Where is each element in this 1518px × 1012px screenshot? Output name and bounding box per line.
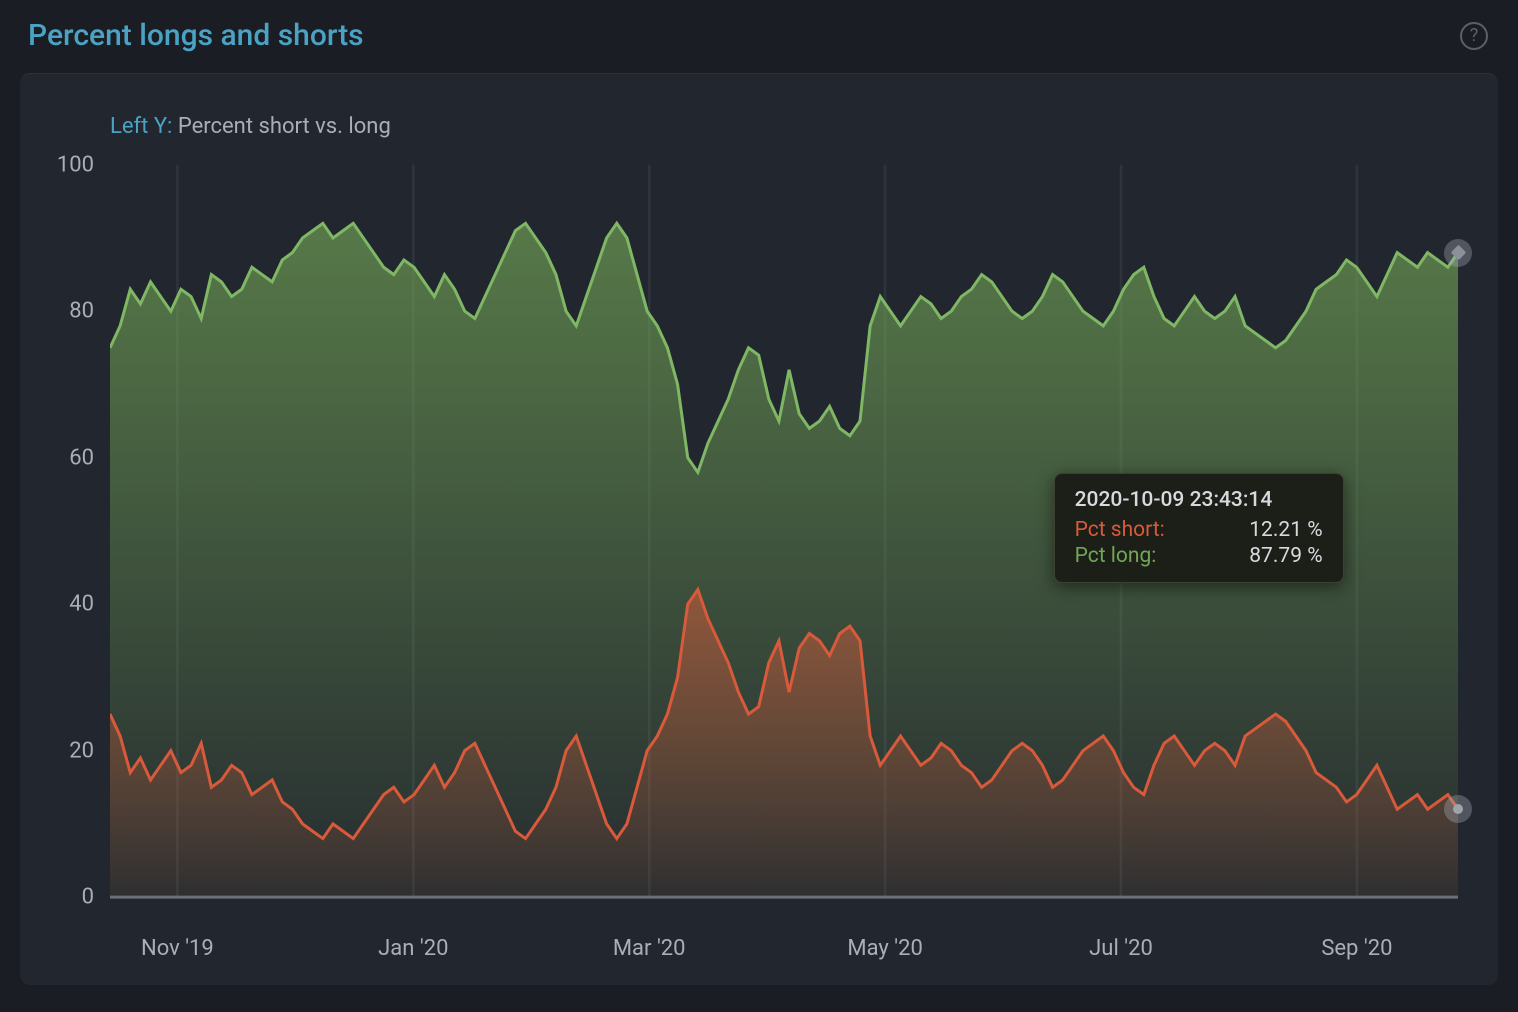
help-icon[interactable]: ? <box>1460 22 1488 50</box>
series-end-marker-long[interactable] <box>1444 239 1472 267</box>
series-end-marker-short[interactable] <box>1444 795 1472 823</box>
tooltip-value: 12.21 % <box>1249 518 1322 542</box>
legend-left-y-desc: Percent short vs. long <box>178 114 391 139</box>
tooltip-value: 87.79 % <box>1249 544 1322 568</box>
x-tick-label: Jan '20 <box>378 936 448 961</box>
tooltip-datetime: 2020-10-09 23:43:14 <box>1075 488 1323 512</box>
tooltip-key: Pct long: <box>1075 544 1157 568</box>
x-tick-label: May '20 <box>847 936 922 961</box>
panel-title: Percent longs and shorts <box>28 18 364 53</box>
x-axis-labels: Nov '19 Jan '20 Mar '20 May '20 Jul '20 Sep '… <box>110 936 1458 966</box>
y-tick-label: 0 <box>34 885 94 910</box>
chart-tooltip: 2020-10-09 23:43:14 Pct short:12.21 %Pct… <box>1054 473 1344 583</box>
y-tick-label: 20 <box>34 738 94 763</box>
tooltip-key: Pct short: <box>1075 518 1165 542</box>
y-tick-label: 100 <box>34 152 94 177</box>
y-tick-label: 40 <box>34 592 94 617</box>
y-tick-label: 80 <box>34 299 94 324</box>
x-tick-label: Sep '20 <box>1321 936 1392 961</box>
legend-left-y-label: Left Y: <box>110 114 172 139</box>
x-tick-label: Mar '20 <box>613 936 686 961</box>
plot-area[interactable]: 020406080100 Nov '19Jan '20Mar '20May '2… <box>110 157 1458 928</box>
x-tick-label: Jul '20 <box>1089 936 1153 961</box>
chart-legend: Left Y: Percent short vs. long <box>110 114 1468 139</box>
y-tick-label: 60 <box>34 445 94 470</box>
help-icon-glyph: ? <box>1470 25 1479 46</box>
tooltip-row: Pct short: 12.21 % <box>1075 518 1323 542</box>
x-tick-label: Nov '19 <box>141 936 214 961</box>
panel-header: Percent longs and shorts ? <box>20 10 1498 73</box>
tooltip-row: Pct long: 87.79 % <box>1075 544 1323 568</box>
chart-card: Left Y: Percent short vs. long 020406080… <box>20 73 1498 985</box>
chart-panel: Percent longs and shorts ? Left Y: Perce… <box>0 0 1518 1012</box>
